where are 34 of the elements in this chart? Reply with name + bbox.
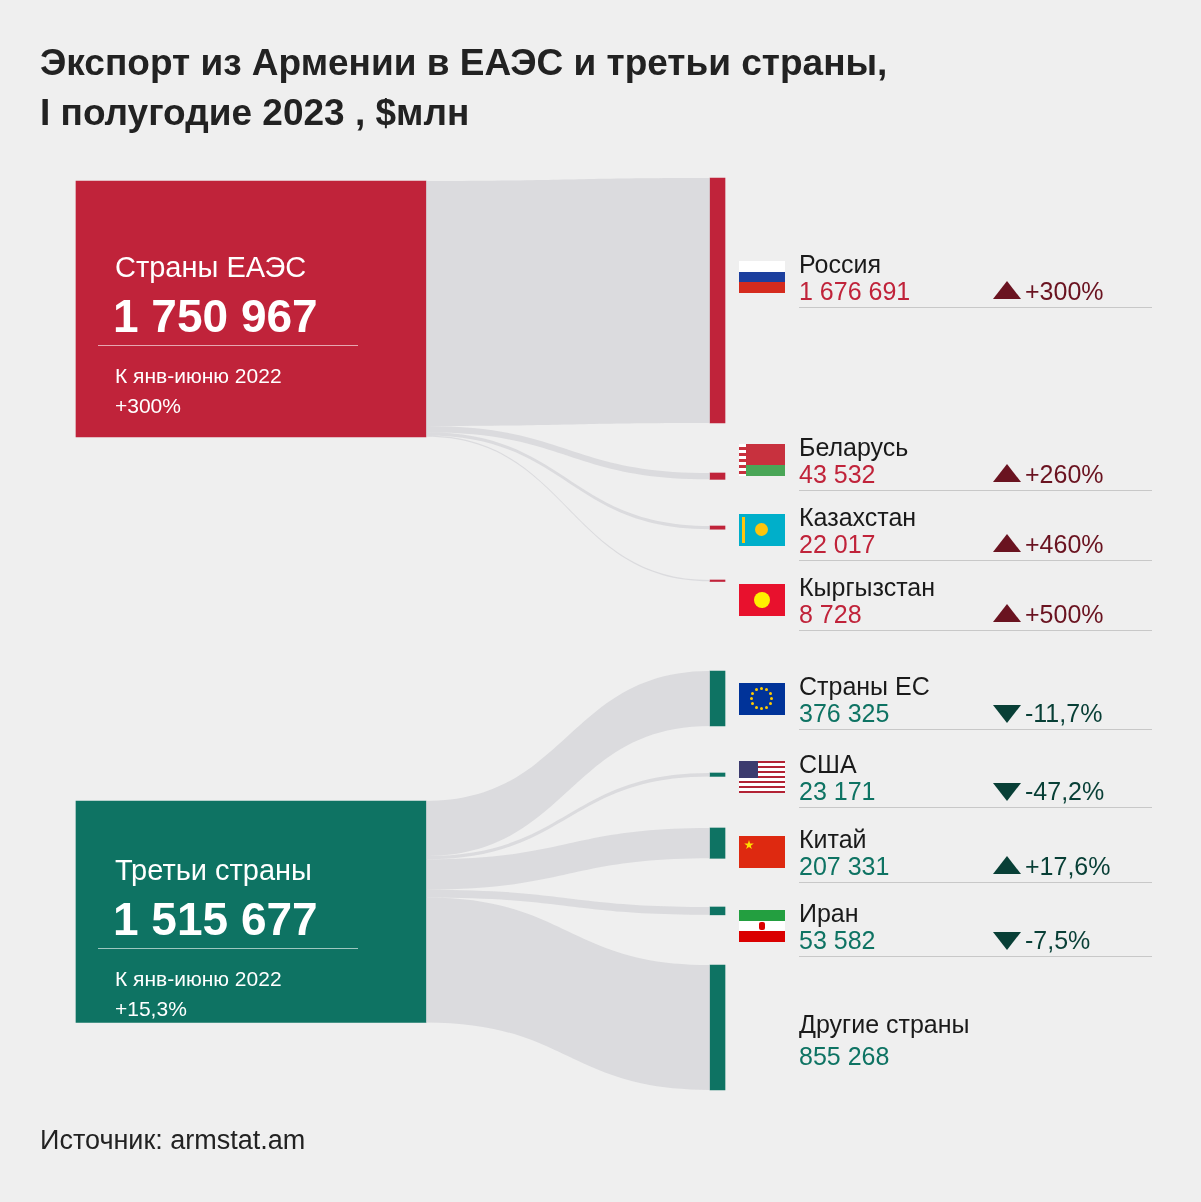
data-label: 22 017 <box>799 530 876 559</box>
category-label: Кыргызстан <box>799 573 936 602</box>
data-label: 207 331 <box>799 852 890 881</box>
data-label: 1 676 691 <box>799 277 911 306</box>
category-label: Беларусь <box>799 433 909 462</box>
text: К янв-июню 2022 +15,3% <box>115 965 282 1022</box>
text: 1 515 677 <box>113 892 318 945</box>
category-label: Другие страны <box>799 1010 970 1039</box>
category-label: Иран <box>799 899 859 928</box>
text: -11,7% <box>1025 699 1103 727</box>
text: Экспорт из Армении в ЕАЭС и третьи страны, I полугодие 2023 , $млн <box>40 41 888 135</box>
text: К янв-июню 2022 +300% <box>115 362 282 419</box>
category-label: Китай <box>799 825 867 854</box>
text: -7,5% <box>1025 926 1091 954</box>
category-label: Россия <box>799 250 881 279</box>
text: +300% <box>1025 277 1104 305</box>
data-label: 855 268 <box>799 1042 890 1071</box>
category-label: Страны ЕС <box>799 672 930 701</box>
data-label: 376 325 <box>799 699 890 728</box>
text: Источник: armstat.am <box>40 1125 306 1156</box>
data-label: 23 171 <box>799 777 876 806</box>
text: Третьи страны <box>115 853 312 887</box>
text: +17,6% <box>1025 852 1111 880</box>
text: Страны ЕАЭС <box>115 250 307 284</box>
data-label: 43 532 <box>799 460 876 489</box>
text: +500% <box>1025 600 1104 628</box>
text: +260% <box>1025 460 1104 488</box>
text: -47,2% <box>1025 777 1105 805</box>
text: +460% <box>1025 530 1104 558</box>
data-label: 53 582 <box>799 926 876 955</box>
category-label: Казахстан <box>799 503 917 532</box>
category-label: США <box>799 750 857 779</box>
text: 1 750 967 <box>113 289 318 342</box>
data-label: 8 728 <box>799 600 862 629</box>
